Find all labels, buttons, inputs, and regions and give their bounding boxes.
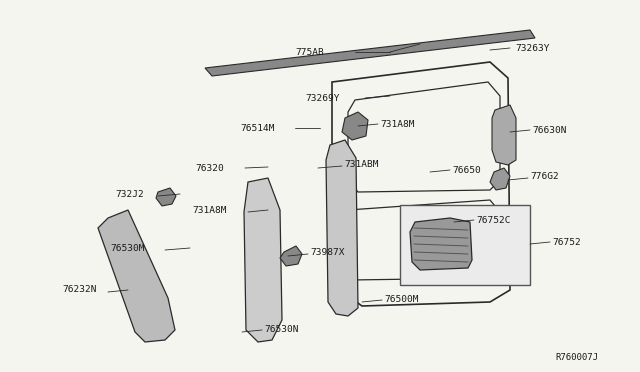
Text: 76320: 76320 [195, 164, 224, 173]
Text: 76530M: 76530M [110, 244, 145, 253]
Bar [400, 205, 530, 285]
Text: 76630N: 76630N [532, 125, 566, 135]
Polygon shape [280, 246, 302, 266]
Text: 76232N: 76232N [62, 285, 97, 295]
Text: 775AB: 775AB [295, 48, 324, 57]
Polygon shape [490, 168, 510, 190]
Text: 76500M: 76500M [384, 295, 419, 305]
Text: 731A8M: 731A8M [192, 205, 227, 215]
Text: 731ABM: 731ABM [344, 160, 378, 169]
Polygon shape [342, 112, 368, 140]
Text: 76752: 76752 [552, 237, 580, 247]
Text: 73987X: 73987X [310, 247, 344, 257]
Text: 731A8M: 731A8M [380, 119, 415, 128]
Text: 776G2: 776G2 [530, 171, 559, 180]
Polygon shape [244, 178, 282, 342]
Polygon shape [98, 210, 175, 342]
Polygon shape [410, 218, 472, 270]
Text: R760007J: R760007J [555, 353, 598, 362]
Text: 73263Y: 73263Y [515, 44, 550, 52]
Text: 76752C: 76752C [476, 215, 511, 224]
Polygon shape [205, 30, 535, 76]
Polygon shape [156, 188, 176, 206]
Text: 732J2: 732J2 [115, 189, 144, 199]
Text: 76530N: 76530N [264, 326, 298, 334]
Text: 73269Y: 73269Y [305, 93, 339, 103]
Text: 76650: 76650 [452, 166, 481, 174]
Polygon shape [492, 105, 516, 165]
Text: 76514M: 76514M [240, 124, 275, 132]
Polygon shape [326, 140, 358, 316]
